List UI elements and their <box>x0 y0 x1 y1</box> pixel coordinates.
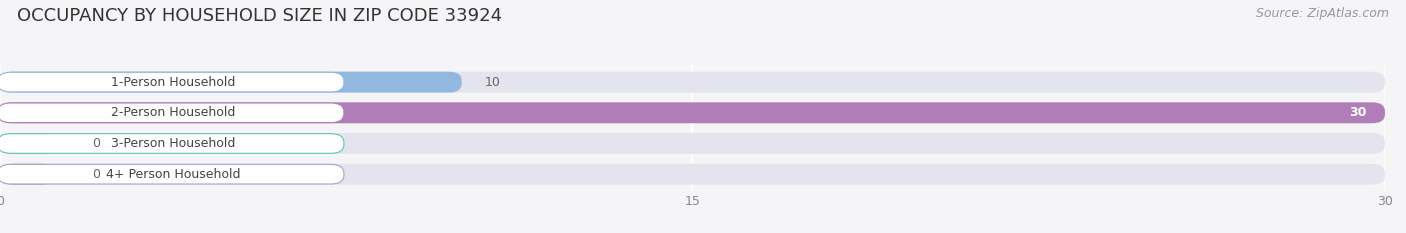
Text: 4+ Person Household: 4+ Person Household <box>105 168 240 181</box>
Text: OCCUPANCY BY HOUSEHOLD SIZE IN ZIP CODE 33924: OCCUPANCY BY HOUSEHOLD SIZE IN ZIP CODE … <box>17 7 502 25</box>
Text: 2-Person Household: 2-Person Household <box>111 106 235 119</box>
Text: Source: ZipAtlas.com: Source: ZipAtlas.com <box>1256 7 1389 20</box>
FancyBboxPatch shape <box>0 72 344 92</box>
FancyBboxPatch shape <box>0 134 344 153</box>
Text: 10: 10 <box>485 76 501 89</box>
FancyBboxPatch shape <box>0 133 55 154</box>
Text: 30: 30 <box>1350 106 1367 119</box>
FancyBboxPatch shape <box>0 72 1385 93</box>
Text: 0: 0 <box>93 137 100 150</box>
Text: 0: 0 <box>93 168 100 181</box>
FancyBboxPatch shape <box>0 164 1385 185</box>
FancyBboxPatch shape <box>0 102 1385 123</box>
FancyBboxPatch shape <box>0 133 1385 154</box>
FancyBboxPatch shape <box>0 72 461 93</box>
FancyBboxPatch shape <box>0 102 1385 123</box>
FancyBboxPatch shape <box>0 164 55 185</box>
FancyBboxPatch shape <box>0 164 344 184</box>
FancyBboxPatch shape <box>0 103 344 123</box>
Text: 1-Person Household: 1-Person Household <box>111 76 235 89</box>
Text: 3-Person Household: 3-Person Household <box>111 137 235 150</box>
